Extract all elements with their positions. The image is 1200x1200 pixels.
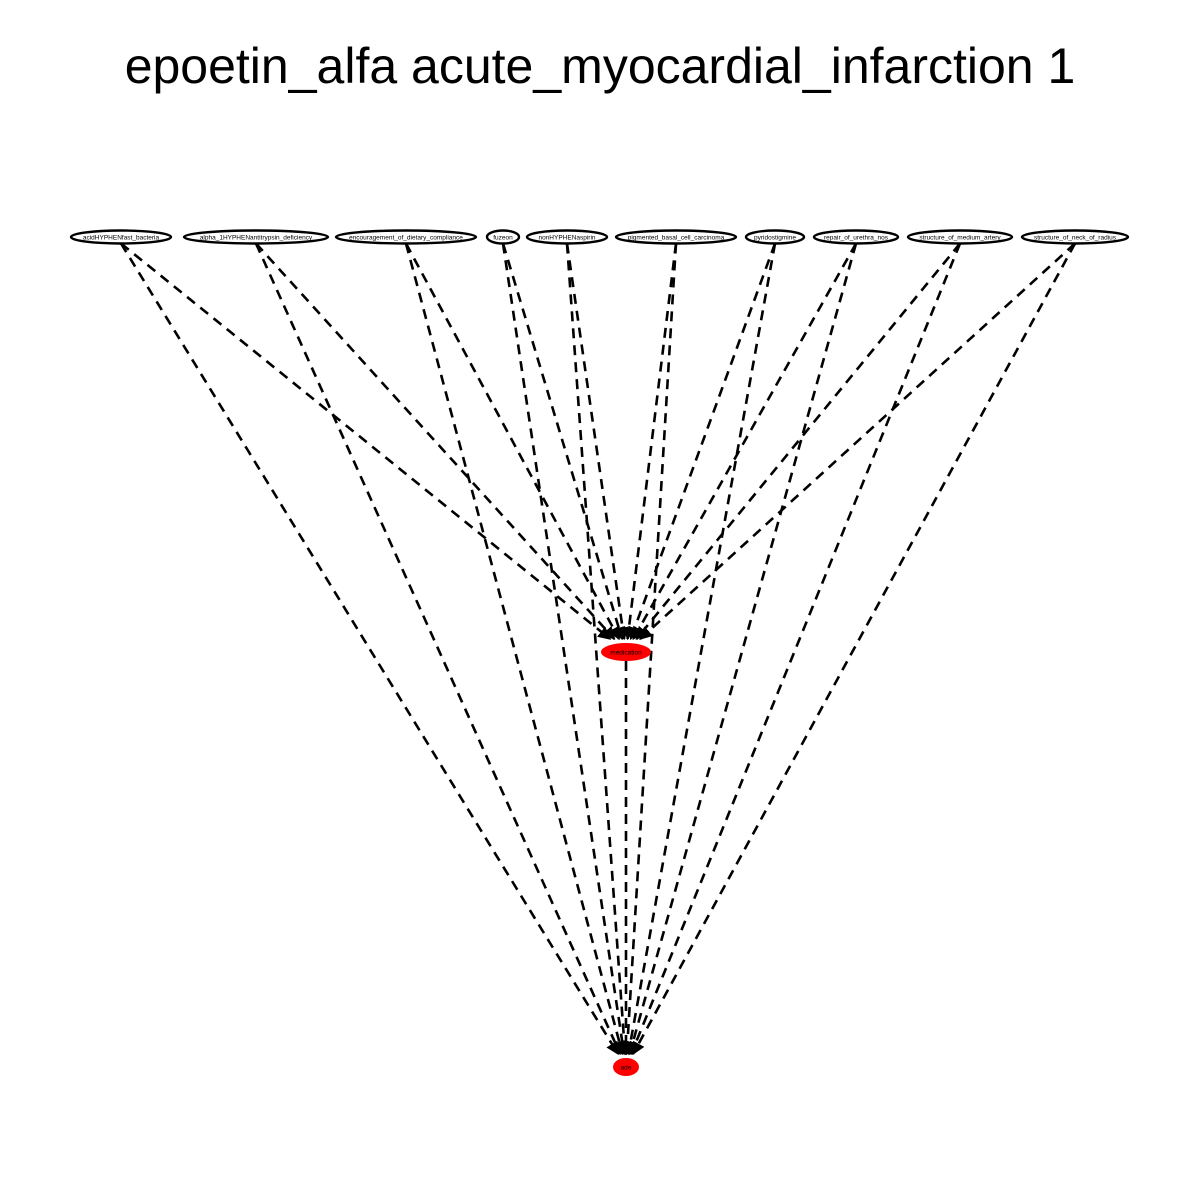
- node-label: structure_of_neck_of_radius: [1034, 234, 1117, 241]
- node-ellipse: [485, 229, 521, 245]
- graph-node-n4: nonHYPHENaspirin: [525, 229, 609, 245]
- graph-node-n1: alpha_1HYPHENantitrypsin_deficiency: [182, 229, 330, 245]
- node-ellipse: [613, 1058, 639, 1076]
- graph-node-n7: repair_of_urethra_nos: [812, 229, 900, 245]
- node-ellipse: [744, 229, 806, 245]
- edge-n8-to-ade: [629, 243, 962, 1056]
- edge-n7-to-med: [632, 242, 858, 641]
- node-label: structure_of_medium_artery: [919, 234, 1001, 241]
- node-label: pigmented_basal_cell_carcinoma: [628, 234, 725, 241]
- node-ellipse: [906, 229, 1014, 245]
- node-label: pyridostigmine: [754, 234, 796, 241]
- node-ellipse: [69, 229, 173, 245]
- node-layer: acidHYPHENfast_bacteria alpha_1HYPHENanti…: [69, 229, 1130, 1076]
- graph-node-n0: acidHYPHENfast_bacteria: [69, 229, 173, 245]
- node-label: ade: [621, 1064, 632, 1071]
- graph-node-med: medication: [601, 643, 651, 661]
- node-label: alpha_1HYPHENantitrypsin_deficiency: [200, 234, 313, 241]
- edge-n7-to-ade: [626, 243, 858, 1056]
- edge-n6-to-ade: [624, 243, 777, 1056]
- graph-node-n8: structure_of_medium_artery: [906, 229, 1014, 245]
- node-label: nonHYPHENaspirin: [538, 234, 595, 241]
- edge-n9-to-ade: [631, 242, 1077, 1056]
- node-ellipse: [614, 229, 738, 245]
- graph-node-n5: pigmented_basal_cell_carcinoma: [614, 229, 738, 245]
- graph-title: epoetin_alfa acute_myocardial_infarction…: [124, 38, 1076, 94]
- graph-node-n6: pyridostigmine: [744, 229, 806, 245]
- edge-n2-to-med: [404, 242, 621, 641]
- node-label: medication: [610, 649, 642, 656]
- edge-n8-to-med: [635, 242, 962, 641]
- edge-n5-to-med: [622, 243, 678, 641]
- edge-n0-to-ade: [119, 242, 620, 1056]
- edge-n9-to-med: [639, 242, 1076, 640]
- node-label: encouragement_of_dietary_compliance: [349, 234, 463, 241]
- node-ellipse: [601, 643, 651, 661]
- node-ellipse: [525, 229, 609, 245]
- edge-n1-to-ade: [254, 242, 622, 1056]
- node-ellipse: [182, 229, 330, 245]
- edge-n3-to-med: [501, 243, 625, 641]
- edge-n3-to-ade: [501, 243, 629, 1056]
- edge-n2-to-ade: [404, 243, 626, 1056]
- node-ellipse: [812, 229, 900, 245]
- node-ellipse: [334, 229, 478, 245]
- graph-node-n2: encouragement_of_dietary_compliance: [334, 229, 478, 245]
- node-label: repair_of_urethra_nos: [824, 234, 889, 241]
- edge-n0-to-med: [120, 242, 612, 641]
- node-label: acidHYPHENfast_bacteria: [83, 234, 160, 241]
- edge-n4-to-med: [565, 243, 629, 641]
- node-label: fuzeon: [493, 234, 513, 241]
- edge-n6-to-med: [628, 243, 777, 641]
- node-ellipse: [1020, 229, 1130, 245]
- graph-node-n3: fuzeon: [485, 229, 521, 245]
- graph-node-ade: ade: [613, 1058, 639, 1076]
- edge-n1-to-med: [255, 242, 616, 640]
- graph-node-n9: structure_of_neck_of_radius: [1020, 229, 1130, 245]
- edge-layer: [119, 242, 1077, 1056]
